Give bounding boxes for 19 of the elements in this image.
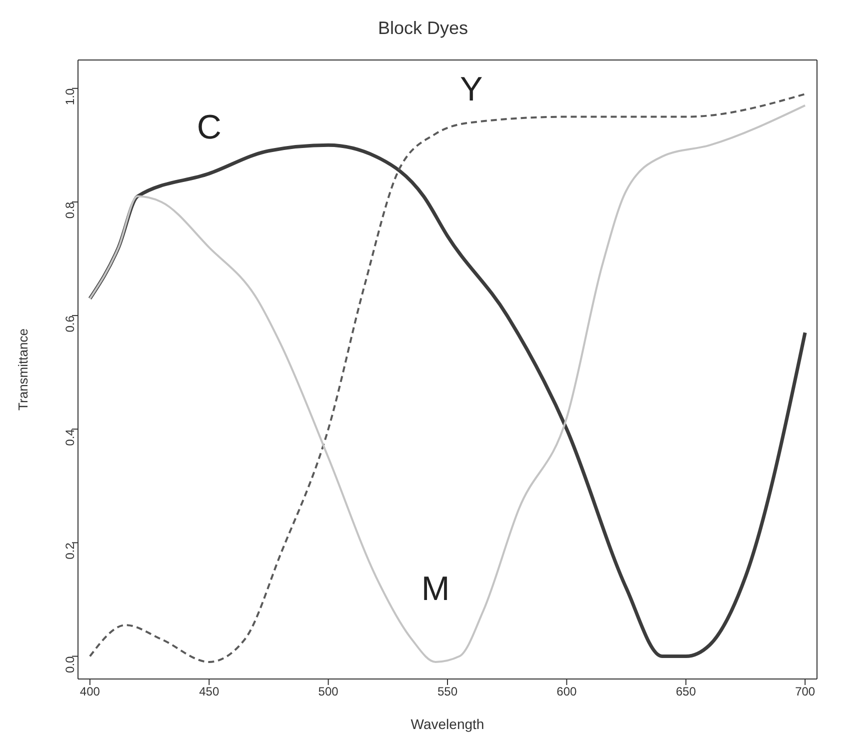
x-tick-label: 450 bbox=[199, 684, 220, 699]
y-tick-label: 0.2 bbox=[63, 542, 78, 560]
x-tick-label: 650 bbox=[676, 684, 696, 699]
y-tick-label: 0.4 bbox=[63, 428, 78, 446]
x-tick-label: 400 bbox=[80, 684, 100, 699]
series-label: M bbox=[421, 570, 450, 608]
y-tick-label: 0.6 bbox=[63, 315, 78, 332]
chart-title: Block Dyes bbox=[376, 18, 470, 39]
x-tick-label: 700 bbox=[795, 684, 816, 699]
x-tick-label: 600 bbox=[556, 684, 578, 699]
y-tick-label: 0.8 bbox=[63, 202, 78, 219]
x-tick-label: 550 bbox=[437, 684, 458, 699]
y-tick-label: 1.0 bbox=[63, 88, 78, 106]
series-label: C bbox=[196, 108, 222, 147]
y-axis-title: Transmittance bbox=[16, 328, 31, 410]
x-axis-title: Wavelength bbox=[410, 716, 484, 732]
y-tick-label: 0.0 bbox=[63, 656, 78, 673]
x-tick-label: 500 bbox=[318, 684, 339, 699]
series-label: Y bbox=[460, 70, 483, 108]
